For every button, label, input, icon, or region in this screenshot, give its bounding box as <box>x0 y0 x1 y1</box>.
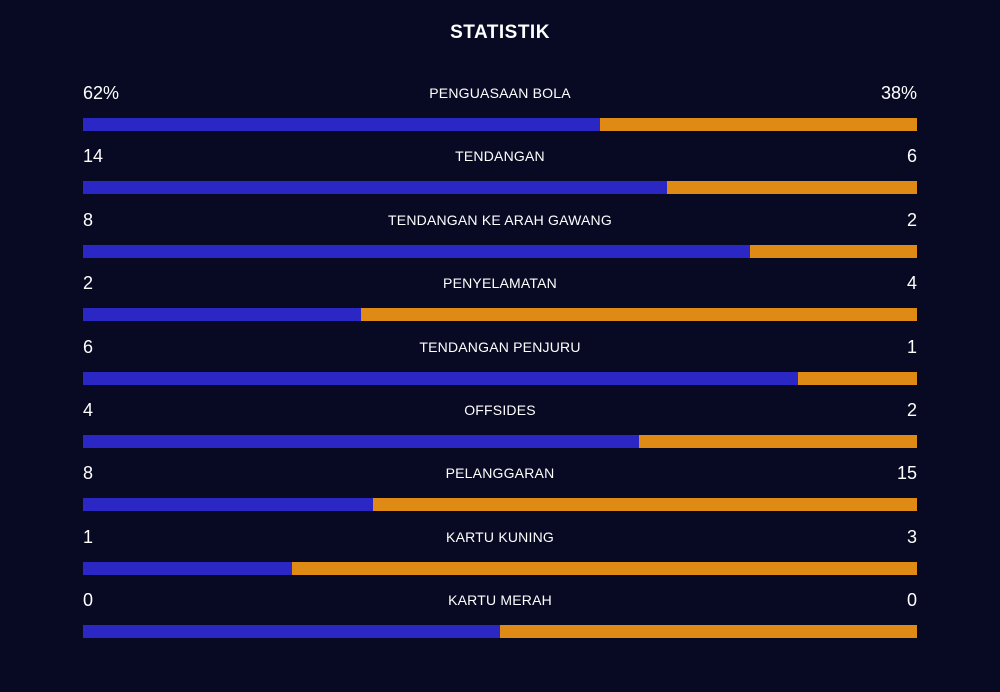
home-bar-segment <box>83 434 639 448</box>
home-value: 8 <box>83 209 94 230</box>
stat-bar <box>83 371 917 385</box>
away-bar-segment <box>797 371 917 385</box>
stat-bar <box>83 625 917 639</box>
stat-row: 0 KARTU MERAH 0 <box>83 587 917 650</box>
away-bar-segment <box>500 625 917 639</box>
away-bar-segment <box>373 498 917 512</box>
stats-chart: 62% PENGUASAAN BOLA 38% 14 TENDANGAN 6 8 TENDAN… <box>83 80 917 651</box>
stat-label: TENDANGAN KE ARAH GAWANG <box>388 211 612 228</box>
stat-row: 1 KARTU KUNING 3 <box>83 524 917 587</box>
stat-label: OFFSIDES <box>464 401 536 418</box>
away-value: 15 <box>896 463 917 484</box>
stat-bar <box>83 118 917 131</box>
stat-label: PENYELAMATAN <box>443 275 557 292</box>
away-bar-segment <box>600 118 917 131</box>
away-value: 1 <box>906 336 917 357</box>
away-value: 0 <box>906 590 917 611</box>
home-value: 4 <box>83 399 94 420</box>
away-bar-segment <box>638 434 917 448</box>
away-value: 2 <box>906 209 917 230</box>
home-bar-segment <box>83 371 798 385</box>
home-value: 14 <box>83 146 104 167</box>
stat-label: PENGUASAAN BOLA <box>429 85 571 101</box>
stat-bar <box>83 181 917 195</box>
home-bar-segment <box>83 244 751 258</box>
stat-label: PELANGGARAN <box>445 465 555 482</box>
stat-row: 14 TENDANGAN 6 <box>83 143 917 206</box>
home-bar-segment <box>83 308 361 322</box>
away-value: 4 <box>906 273 917 294</box>
home-value: 0 <box>83 590 94 611</box>
stat-bar <box>83 244 917 258</box>
home-value: 1 <box>83 526 94 547</box>
stat-label: TENDANGAN PENJURU <box>419 338 581 355</box>
stat-row: 8 TENDANGAN KE ARAH GAWANG 2 <box>83 207 917 270</box>
home-bar-segment <box>83 625 500 639</box>
stat-label: TENDANGAN <box>455 148 545 165</box>
home-value: 62% <box>83 83 120 103</box>
away-bar-segment <box>360 308 917 322</box>
stat-bar <box>83 561 917 575</box>
away-bar-segment <box>666 181 917 195</box>
away-value: 38% <box>880 83 917 103</box>
stat-label: KARTU MERAH <box>448 592 552 609</box>
home-bar-segment <box>83 181 667 195</box>
away-bar-segment <box>291 561 917 575</box>
home-value: 2 <box>83 273 94 294</box>
home-bar-segment <box>83 498 374 512</box>
away-value: 6 <box>906 146 917 167</box>
away-value: 3 <box>906 526 917 547</box>
stat-row: 6 TENDANGAN PENJURU 1 <box>83 334 917 397</box>
home-value: 8 <box>83 463 94 484</box>
away-bar-segment <box>750 244 917 258</box>
stat-row: 62% PENGUASAAN BOLA 38% <box>83 80 917 143</box>
home-bar-segment <box>83 561 292 575</box>
stat-row: 8 PELANGGARAN 15 <box>83 460 917 523</box>
stat-bar <box>83 308 917 322</box>
stat-row: 4 OFFSIDES 2 <box>83 397 917 460</box>
home-bar-segment <box>83 118 601 131</box>
away-value: 2 <box>906 399 917 420</box>
page-title: STATISTIK <box>450 22 550 43</box>
stat-bar <box>83 434 917 448</box>
stat-bar <box>83 498 917 512</box>
home-value: 6 <box>83 336 94 357</box>
stat-label: KARTU KUNING <box>446 528 554 545</box>
stat-row: 2 PENYELAMATAN 4 <box>83 270 917 333</box>
